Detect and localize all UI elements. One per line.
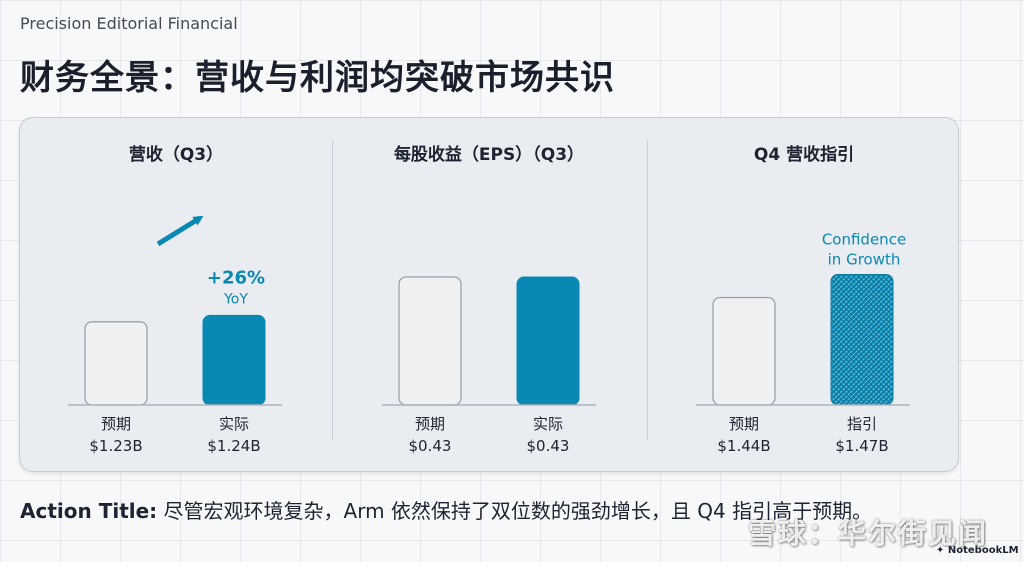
- category-label: 预期: [101, 415, 131, 433]
- action-title-text: 尽管宏观环境复杂，Arm 依然保持了双位数的强劲增长，且 Q4 指引高于预期。: [157, 499, 873, 523]
- annotation-line1: Confidence: [822, 230, 906, 248]
- bar-estimate: [712, 296, 776, 406]
- value-label: $1.47B: [835, 437, 888, 455]
- chart-title: Q4 营收指引: [754, 144, 854, 165]
- value-label: $1.23B: [89, 437, 142, 455]
- category-label: 指引: [847, 415, 877, 433]
- chart-title: 营收（Q3）: [129, 144, 223, 165]
- category-label: 实际: [533, 415, 563, 433]
- bar-estimate: [84, 321, 148, 406]
- annotation-line2: in Growth: [828, 250, 901, 268]
- value-label: $0.43: [409, 437, 452, 455]
- bar-actual: [202, 314, 266, 406]
- annotation-line1: +26%: [207, 267, 265, 288]
- chart-title: 每股收益（EPS）（Q3）: [394, 144, 584, 165]
- brand-label: Precision Editorial Financial: [20, 14, 238, 33]
- action-title: Action Title: 尽管宏观环境复杂，Arm 依然保持了双位数的强劲增长…: [20, 495, 872, 524]
- annotation-line2: YoY: [223, 291, 248, 307]
- value-label: $1.44B: [717, 437, 770, 455]
- watermark: 雪球：华尔街见闻: [748, 517, 989, 550]
- category-label: 预期: [729, 415, 759, 433]
- panel-divider: [647, 140, 648, 440]
- action-title-label: Action Title:: [20, 499, 158, 523]
- bar-actual: [516, 276, 580, 406]
- bar-estimate: [398, 276, 462, 406]
- panel-divider: [332, 140, 333, 440]
- notebooklm-badge-text: NotebookLM: [947, 545, 1019, 556]
- growth-arrow: [156, 215, 204, 247]
- notebooklm-badge: ✦ NotebookLM: [936, 545, 1019, 556]
- bar-actual: [830, 273, 894, 406]
- category-label: 预期: [415, 415, 445, 433]
- charts-panel: 营收（Q3） 预期 $1.23B 实际 $1.24B +26% YoY 每股收益（EPS）（Q…: [19, 117, 959, 472]
- category-label: 实际: [219, 415, 249, 433]
- value-label: $0.43: [527, 437, 570, 455]
- charts-svg: 营收（Q3） 预期 $1.23B 实际 $1.24B +26% YoY 每股收益（EPS）（Q…: [68, 144, 910, 455]
- page-title: 财务全景：营收与利润均突破市场共识: [20, 58, 615, 98]
- value-label: $1.24B: [207, 437, 260, 455]
